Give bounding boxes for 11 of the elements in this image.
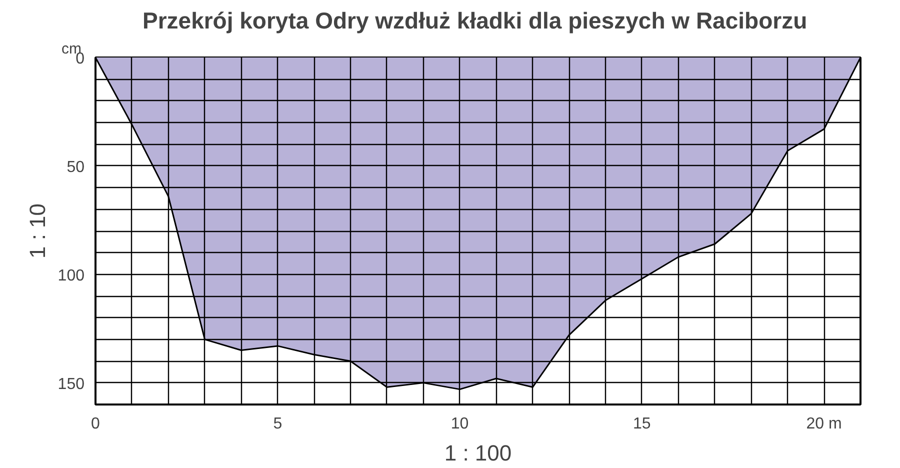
y-tick-label: 50	[66, 158, 85, 176]
x-tick-label: 10	[450, 416, 469, 432]
y-axis-title: 1 : 10	[24, 203, 50, 259]
y-tick-label: 150	[58, 376, 85, 393]
x-tick-label: 0	[91, 416, 100, 432]
chart-title: Przekrój koryta Odry wzdłuż kładki dla pieszych w Raciborzu	[142, 8, 808, 34]
y-tick-label: 100	[58, 267, 85, 284]
x-tick-label: 20 m	[806, 416, 842, 432]
x-axis-title: 1 : 100	[444, 440, 512, 466]
x-tick-label: 15	[633, 416, 651, 432]
x-tick-label: 5	[273, 416, 282, 432]
